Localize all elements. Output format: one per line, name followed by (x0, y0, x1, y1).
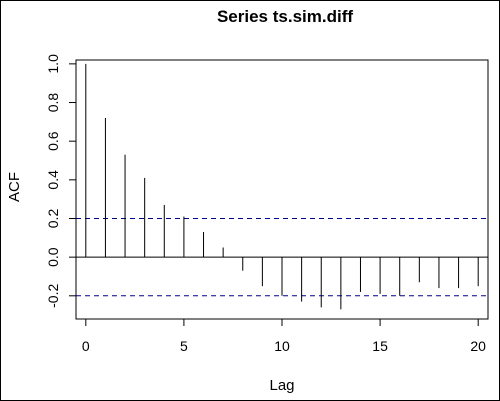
acf-bars (85, 63, 479, 310)
chart-title: Series ts.sim.diff (217, 7, 353, 26)
x-tick-label-20: 20 (470, 338, 486, 354)
y-axis: -0.2 0.0 0.2 0.4 0.6 0.8 1.0 (45, 54, 77, 308)
y-tick-label-5: 0.8 (45, 93, 61, 113)
y-tick-label-6: 1.0 (45, 54, 61, 74)
x-axis: 0 5 10 15 20 (82, 318, 486, 354)
y-tick-label-4: 0.6 (45, 131, 61, 151)
x-tick-label-15: 15 (372, 338, 388, 354)
x-axis-label: Lag (269, 377, 294, 394)
x-tick-label-5: 5 (180, 338, 188, 354)
y-tick-label-0: -0.2 (45, 284, 61, 308)
y-tick-label-1: 0.0 (45, 247, 61, 267)
confidence-bounds (76, 217, 488, 297)
y-axis-label: ACF (6, 172, 23, 202)
y-tick-label-2: 0.2 (45, 209, 61, 229)
x-tick-label-0: 0 (82, 338, 90, 354)
y-tick-label-3: 0.4 (45, 170, 61, 190)
x-tick-label-10: 10 (274, 338, 290, 354)
